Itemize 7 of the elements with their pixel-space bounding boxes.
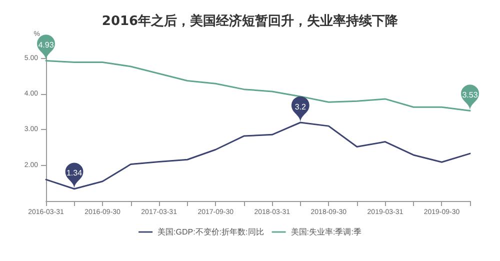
data-label: 1.34	[66, 168, 83, 178]
data-label: 3.53	[462, 90, 478, 100]
legend-label: 美国:失业率:季调:季	[290, 228, 362, 236]
chart-title: 2016年之后，美国经济短暂回升，失业率持续下降	[102, 13, 400, 29]
legend-label: 美国:GDP:不变价:折年数:同比	[158, 228, 264, 236]
data-label: 3.2	[294, 102, 307, 112]
data-label: 4.93	[38, 40, 54, 50]
